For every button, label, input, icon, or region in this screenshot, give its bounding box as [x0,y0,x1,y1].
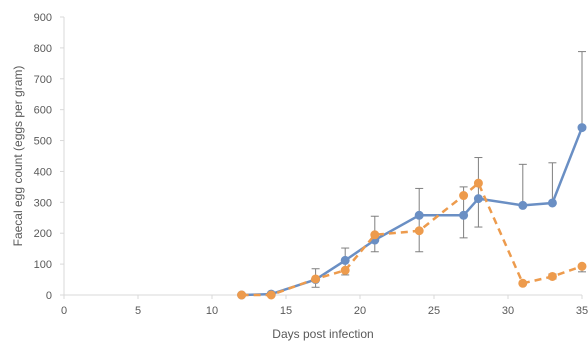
data-point [518,278,528,288]
y-tick-label: 300 [34,197,52,209]
data-point [547,198,557,208]
data-point [266,290,276,300]
series-line [241,181,583,297]
data-point [459,210,469,220]
y-axis-title: Faecal egg count (eggs per gram) [11,66,25,247]
y-tick-label: 900 [34,12,52,24]
x-axis-title: Days post infection [272,327,373,341]
y-tick-label: 100 [34,259,52,271]
x-tick-label: 25 [428,305,440,317]
data-point [577,261,587,271]
data-point [473,194,483,204]
x-tick-label: 20 [354,305,366,317]
data-point [547,271,557,281]
y-tick-label: 200 [34,228,52,240]
y-tick-label: 600 [34,105,52,117]
y-tick-label: 0 [46,290,52,302]
series-line [241,127,584,297]
data-point [459,191,469,201]
data-point [340,265,350,275]
data-point [577,123,587,133]
y-tick-label: 400 [34,166,52,178]
axes: 0 100 200 300 400 500 600 700 800 900 0 5 10 15 20 25 30… [34,12,588,317]
data-point [518,200,528,210]
x-tick-label: 5 [135,305,141,317]
series-2 [237,178,587,300]
x-tick-label: 35 [576,305,588,317]
data-point [311,274,321,284]
data-point [414,226,424,236]
data-point [473,178,483,188]
y-tick-label: 800 [34,43,52,55]
data-point [237,290,247,300]
data-point [340,255,350,265]
data-point [414,210,424,220]
x-tick-label: 10 [206,305,218,317]
data-point [370,230,380,240]
x-tick-label: 30 [502,305,514,317]
plot-area [237,51,587,300]
x-tick-label: 15 [280,305,292,317]
series-1 [237,51,587,300]
x-tick-label: 0 [61,305,67,317]
y-tick-label: 700 [34,74,52,86]
y-tick-label: 500 [34,136,52,148]
